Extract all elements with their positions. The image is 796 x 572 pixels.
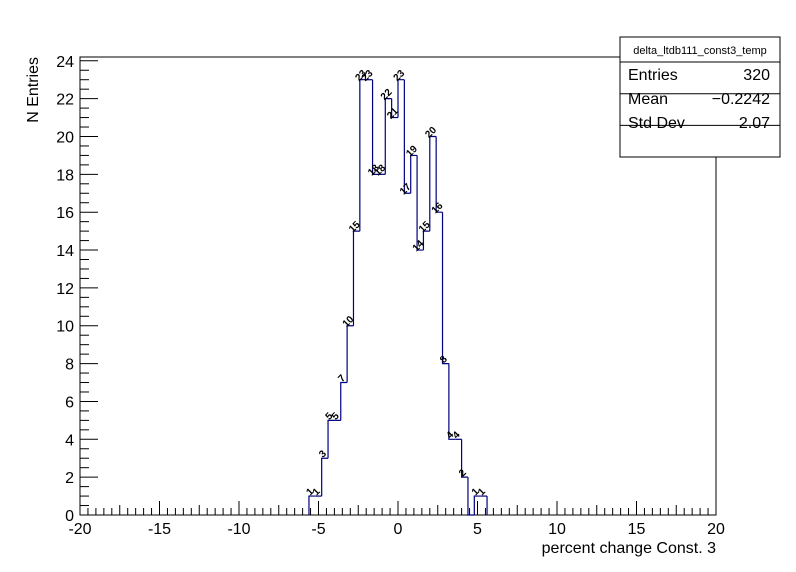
- stats-value: 320: [743, 67, 770, 84]
- histogram-bin: [308, 495, 316, 515]
- y-tick-label: 20: [56, 129, 74, 146]
- y-axis-label: N Entries: [25, 57, 42, 123]
- y-tick-label: 16: [56, 205, 74, 222]
- y-tick-label: 8: [65, 357, 74, 374]
- histogram-bin: [397, 79, 405, 118]
- histogram-bin: [359, 79, 367, 232]
- x-tick-label: -15: [148, 521, 171, 538]
- histogram-bin: [371, 79, 379, 175]
- stats-box: [619, 36, 781, 158]
- histogram-bin: [321, 457, 329, 497]
- stats-value: −0.2242: [712, 91, 770, 108]
- x-tick-label: 0: [394, 521, 403, 538]
- x-tick-label: -10: [227, 521, 250, 538]
- histogram-bin: [340, 381, 348, 421]
- histogram-bin: [391, 98, 398, 119]
- x-tick-label: -5: [311, 521, 325, 538]
- x-tick-label: 20: [707, 521, 725, 538]
- x-axis-label: percent change Const. 3: [542, 540, 716, 557]
- x-tick-label: 5: [473, 521, 482, 538]
- histogram-bin: [435, 136, 443, 213]
- histogram-bin: [352, 230, 360, 326]
- histogram-bin: [422, 230, 430, 251]
- x-tick-label: -20: [68, 521, 91, 538]
- x-tick-label: 15: [628, 521, 646, 538]
- y-tick-label: 18: [56, 167, 74, 184]
- histogram-bin: [384, 98, 392, 175]
- stats-label: Std Dev: [628, 115, 685, 132]
- histogram-bin: [461, 439, 468, 478]
- y-tick-label: 4: [65, 432, 74, 449]
- histogram-bin: [473, 495, 481, 515]
- x-tick-label: 10: [548, 521, 566, 538]
- y-tick-label: 0: [65, 508, 74, 525]
- histogram-bin: [467, 477, 475, 516]
- y-tick-label: 24: [56, 54, 74, 71]
- histogram-bin: [448, 363, 456, 440]
- stats-value: 2.07: [739, 115, 770, 132]
- stats-label: Entries: [628, 67, 678, 84]
- histogram-bin: [429, 135, 437, 232]
- histogram-bin: [416, 155, 424, 251]
- stats-title: delta_ltdb111_const3_temp: [633, 45, 767, 57]
- y-tick-label: 12: [56, 281, 74, 298]
- y-tick-label: 22: [56, 92, 74, 109]
- histogram-bin: [403, 79, 411, 194]
- y-tick-label: 6: [65, 394, 74, 411]
- histogram-bin: [441, 212, 449, 365]
- histogram-bin: [327, 419, 335, 459]
- y-tick-label: 10: [56, 319, 74, 336]
- y-tick-label: 14: [56, 243, 74, 260]
- stats-label: Mean: [628, 91, 668, 108]
- y-tick-label: 2: [65, 470, 74, 487]
- histogram-bin: [346, 325, 354, 383]
- histogram-bin: [410, 154, 418, 194]
